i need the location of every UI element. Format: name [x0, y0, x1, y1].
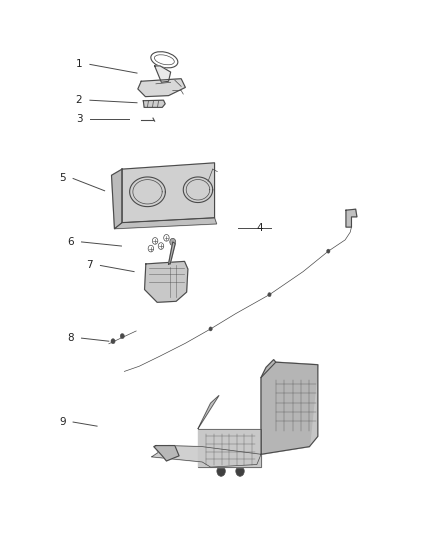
Circle shape [217, 466, 225, 477]
Text: 5: 5 [59, 173, 66, 183]
Polygon shape [112, 169, 122, 229]
Text: 1: 1 [76, 59, 82, 69]
Circle shape [111, 338, 115, 344]
Polygon shape [198, 395, 219, 429]
Polygon shape [145, 261, 188, 302]
Bar [198, 429, 259, 467]
Polygon shape [152, 446, 261, 467]
Text: 4: 4 [257, 223, 263, 233]
Polygon shape [143, 100, 165, 107]
Text: 3: 3 [76, 114, 82, 124]
Polygon shape [346, 209, 357, 227]
Polygon shape [261, 360, 318, 454]
Text: 7: 7 [86, 261, 93, 270]
Text: 2: 2 [76, 95, 82, 105]
Circle shape [327, 249, 330, 253]
Text: 9: 9 [59, 417, 66, 427]
Circle shape [170, 238, 176, 246]
Polygon shape [122, 163, 215, 223]
Polygon shape [169, 242, 175, 264]
Polygon shape [155, 66, 171, 82]
Circle shape [120, 334, 124, 338]
Text: 8: 8 [67, 333, 74, 343]
Circle shape [236, 466, 244, 477]
Polygon shape [138, 79, 185, 96]
Polygon shape [114, 218, 217, 229]
Polygon shape [198, 429, 261, 467]
Circle shape [268, 293, 271, 297]
Polygon shape [154, 446, 179, 461]
Polygon shape [261, 362, 318, 454]
Text: 6: 6 [67, 237, 74, 247]
Circle shape [209, 327, 212, 331]
